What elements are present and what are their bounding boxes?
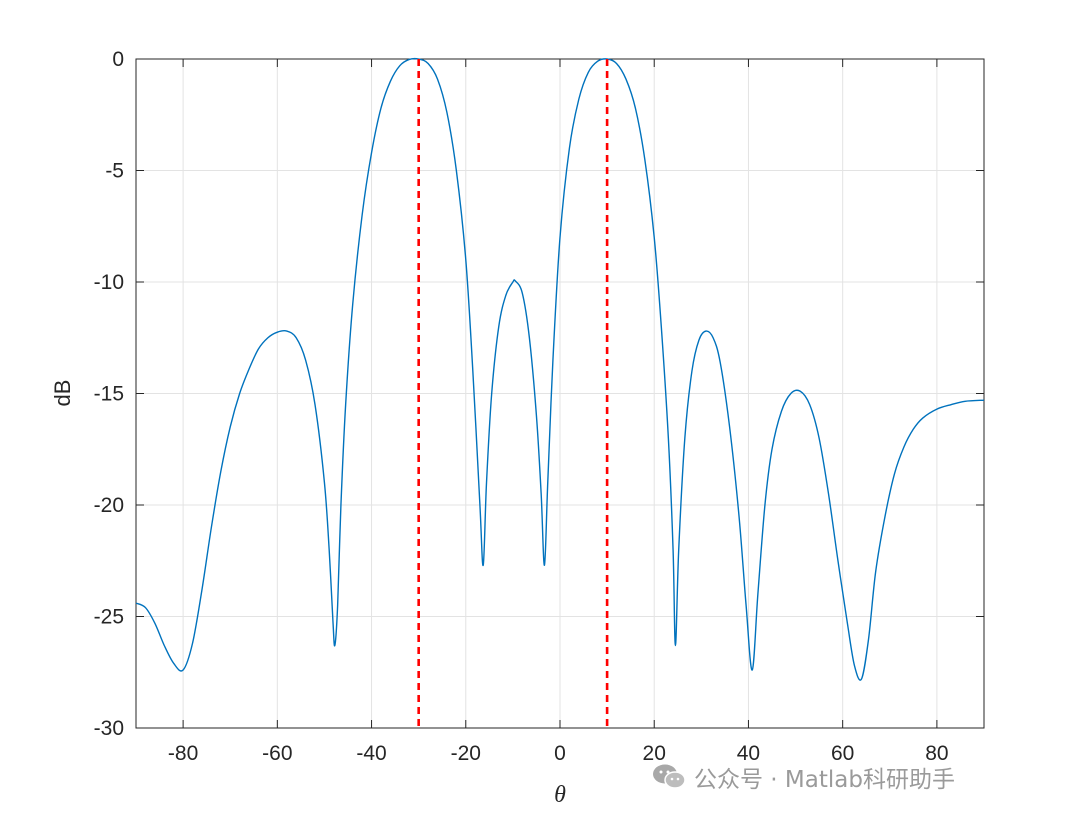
x-tick-label: -20: [451, 742, 481, 765]
watermark: 公众号 · Matlab科研助手: [652, 760, 955, 794]
x-tick-label: 40: [737, 742, 760, 765]
watermark-text: 公众号 · Matlab科研助手: [694, 767, 955, 793]
x-axis-label: θ: [554, 782, 566, 808]
y-tick-label: 0: [112, 48, 124, 71]
y-axis-label: dB: [50, 380, 75, 407]
vlines-group: [417, 59, 609, 728]
y-tick-label: -25: [94, 606, 124, 629]
y-tick-label: -10: [94, 271, 124, 294]
y-tick-label: -20: [94, 494, 124, 517]
x-tick-label: 80: [925, 742, 948, 765]
x-tick-label: -80: [168, 742, 198, 765]
x-tick-label: 0: [554, 742, 566, 765]
series-line: [135, 57, 985, 681]
x-tick-label: 20: [643, 742, 666, 765]
x-tick-label: 60: [831, 742, 854, 765]
y-tick-label: -15: [94, 383, 124, 406]
wechat-icon: [653, 764, 686, 789]
y-tick-label: -30: [94, 717, 124, 740]
ticks: [136, 58, 984, 729]
tick-labels: -80 -60 -40 -20 0 20 40 60 80 0 -5 -10 -15 -20 -25 -30: [94, 48, 949, 765]
y-tick-label: -5: [105, 160, 124, 183]
x-tick-label: -60: [262, 742, 292, 765]
x-tick-label: -40: [356, 742, 386, 765]
series-group: [135, 57, 985, 681]
